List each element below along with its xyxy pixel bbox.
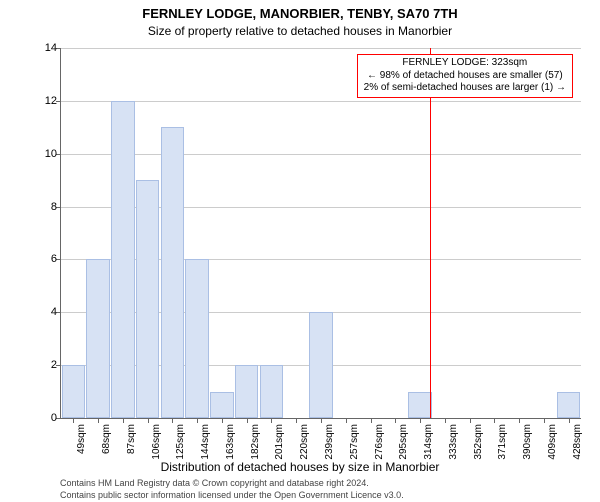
plot-area: 0246810121449sqm68sqm87sqm106sqm125sqm14… [60,48,581,419]
xtick-mark [73,418,74,423]
gridline [61,48,581,49]
xtick-mark [296,418,297,423]
xtick-mark [123,418,124,423]
bar [185,259,209,418]
bar [111,101,135,418]
xtick-mark [197,418,198,423]
xtick-mark [371,418,372,423]
xtick-mark [271,418,272,423]
gridline [61,101,581,102]
chart-container: FERNLEY LODGE, MANORBIER, TENBY, SA70 7T… [0,0,600,500]
annotation-line: ← 98% of detached houses are smaller (57… [364,70,566,83]
x-axis-label: Distribution of detached houses by size … [0,460,600,474]
annotation-line: FERNLEY LODGE: 323sqm [364,57,566,70]
xtick-mark [395,418,396,423]
bar [408,392,432,418]
ytick-label: 6 [27,253,57,265]
xtick-mark [321,418,322,423]
ytick-label: 0 [27,412,57,424]
xtick-mark [98,418,99,423]
bar [161,127,185,418]
bar [62,365,86,418]
bar [210,392,234,418]
xtick-mark [346,418,347,423]
xtick-mark [445,418,446,423]
annotation-line: 2% of semi-detached houses are larger (1… [364,82,566,95]
annotation-box: FERNLEY LODGE: 323sqm← 98% of detached h… [357,54,573,98]
xtick-mark [247,418,248,423]
xtick-mark [494,418,495,423]
marker-line [430,48,431,418]
chart-title: FERNLEY LODGE, MANORBIER, TENBY, SA70 7T… [0,6,600,21]
ytick-label: 4 [27,306,57,318]
xtick-mark [569,418,570,423]
ytick-label: 2 [27,359,57,371]
ytick-label: 8 [27,201,57,213]
ytick-label: 12 [27,95,57,107]
chart-subtitle: Size of property relative to detached ho… [0,24,600,38]
xtick-mark [544,418,545,423]
ytick-label: 10 [27,148,57,160]
bar [557,392,581,418]
xtick-mark [470,418,471,423]
bar [260,365,284,418]
xtick-mark [420,418,421,423]
xtick-mark [519,418,520,423]
ytick-label: 14 [27,42,57,54]
bar [309,312,333,418]
xtick-mark [172,418,173,423]
gridline [61,154,581,155]
bar [86,259,110,418]
bar [235,365,259,418]
xtick-mark [222,418,223,423]
xtick-mark [148,418,149,423]
bar [136,180,160,418]
attribution-line-1: Contains HM Land Registry data © Crown c… [60,478,369,490]
